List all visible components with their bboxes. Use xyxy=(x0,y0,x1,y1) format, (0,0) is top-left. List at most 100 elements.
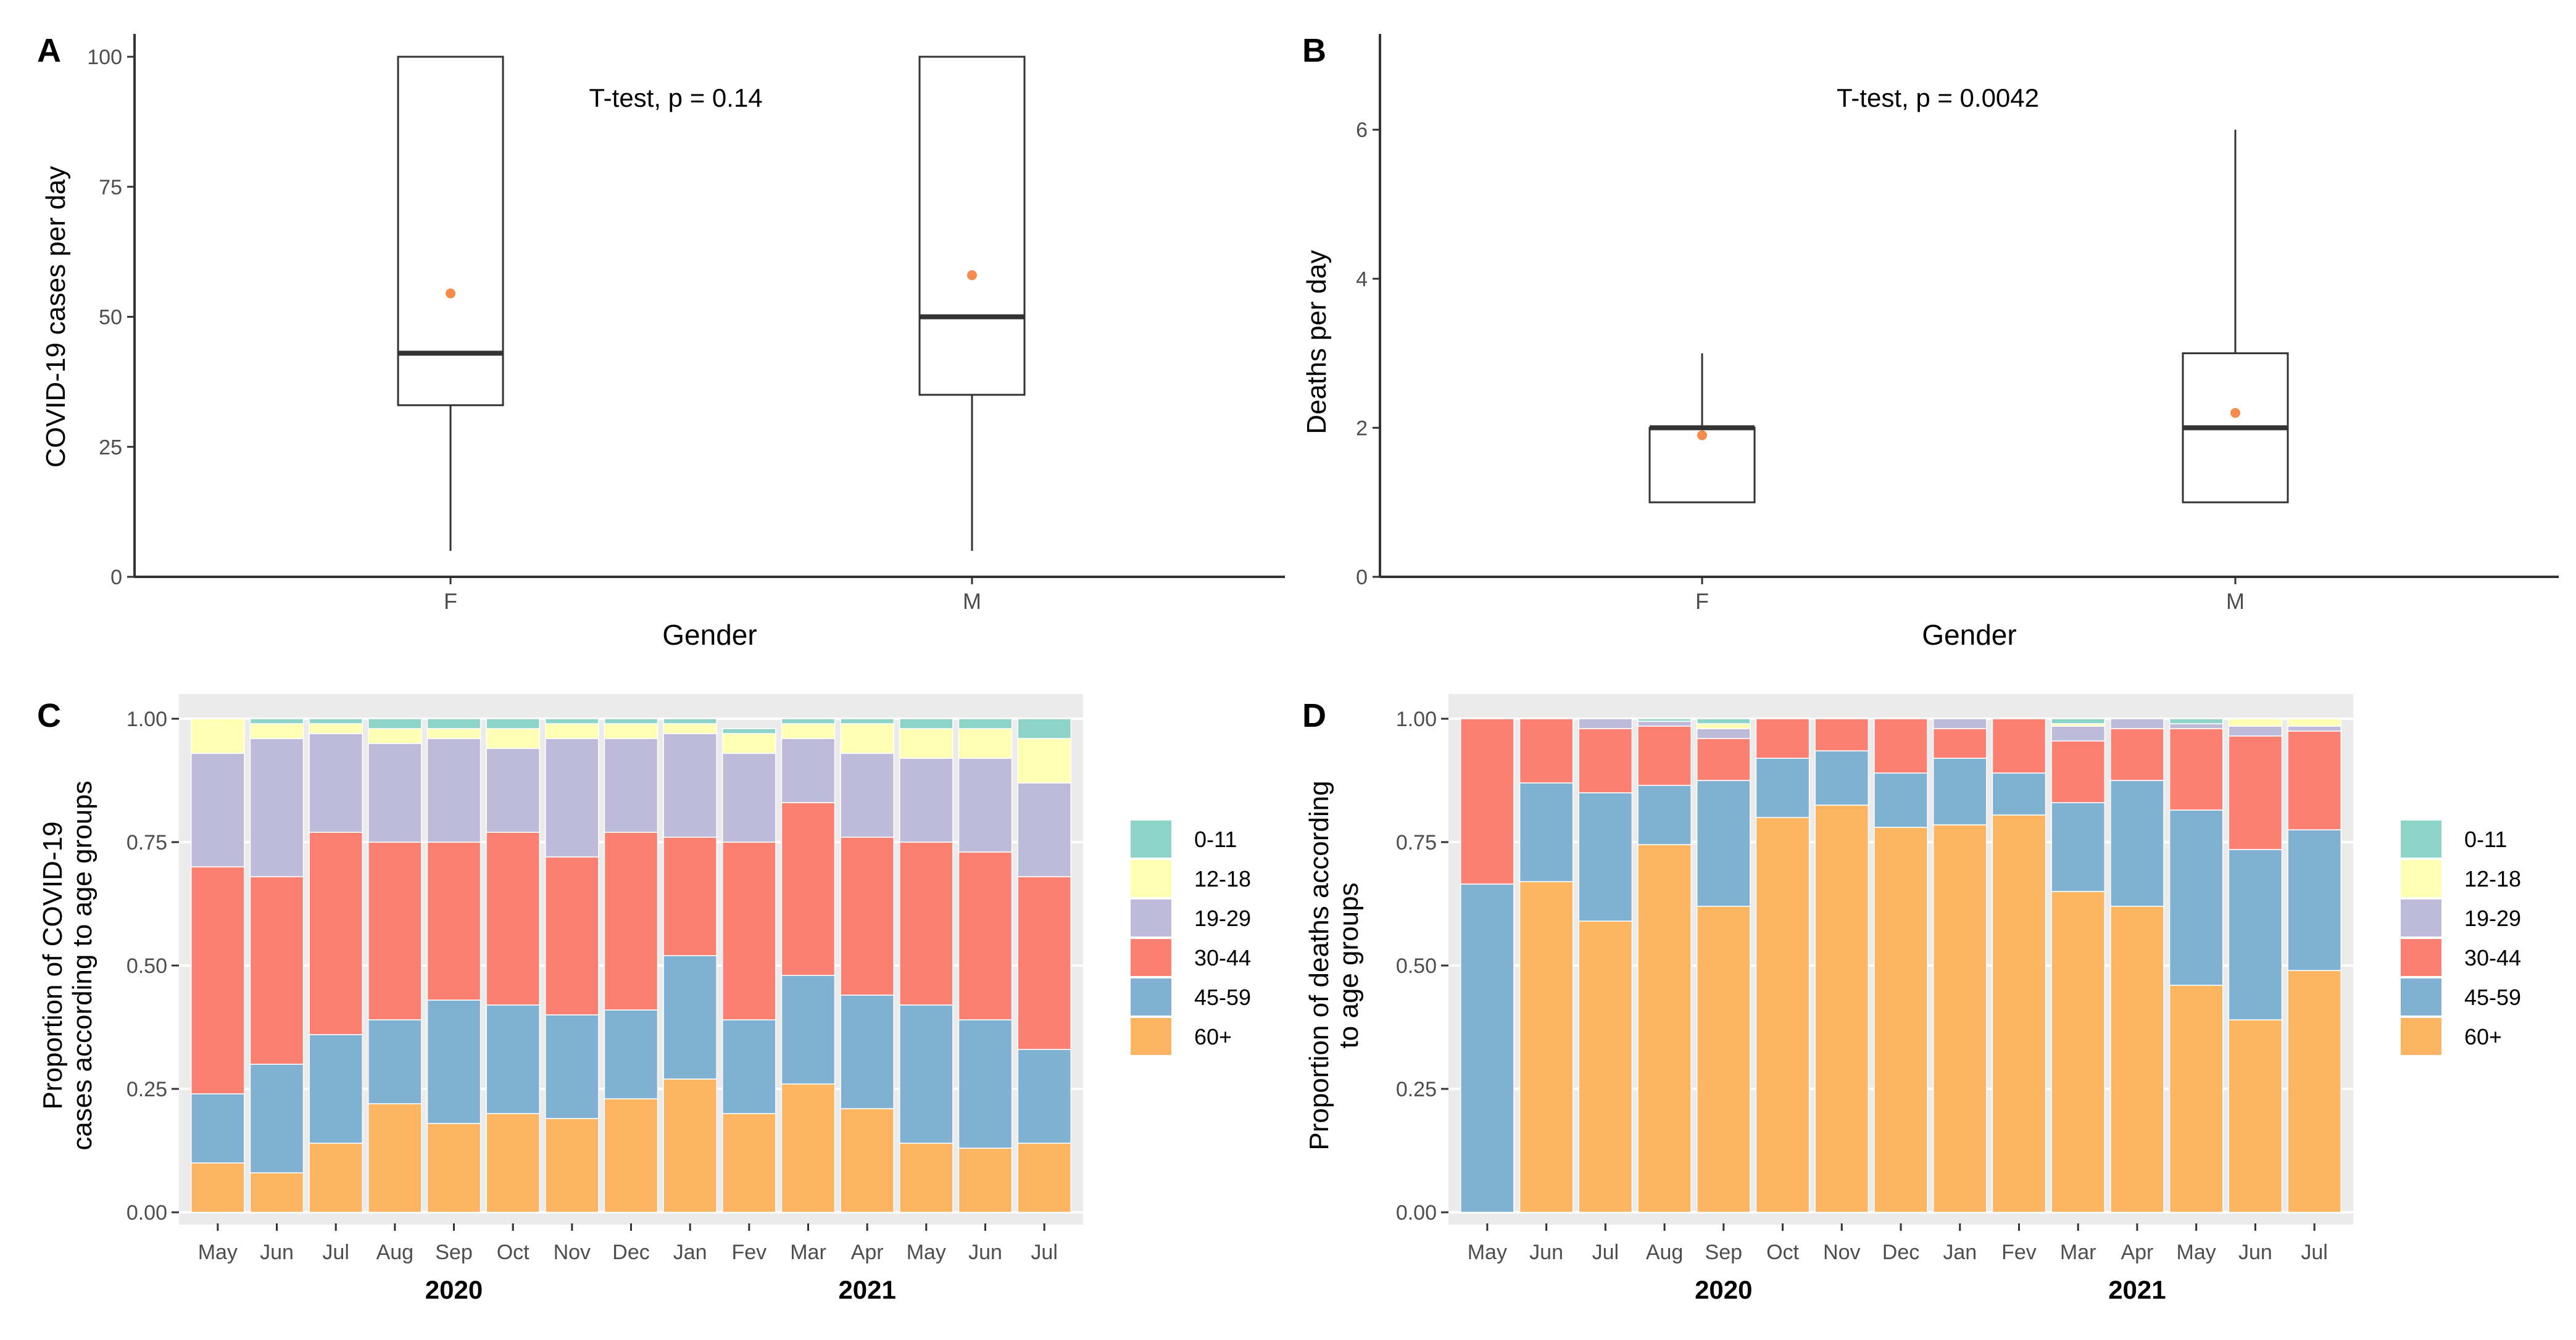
panel-c-year-label: 2021 xyxy=(838,1275,895,1304)
panel-d-bar-segment-45-59 xyxy=(1578,792,1633,922)
panel-c-bar-segment-60+ xyxy=(309,1143,363,1213)
panel-d-legend-label-12-18: 12-18 xyxy=(2464,866,2521,891)
panel-c-bar-segment-0-11 xyxy=(781,718,836,724)
panel-c-legend-label-12-18: 12-18 xyxy=(1194,866,1251,891)
panel-d-legend-key-30-44 xyxy=(2398,937,2444,978)
panel-d-legend-label-60+: 60+ xyxy=(2464,1024,2502,1049)
panel-d-bar-segment-60+ xyxy=(1578,920,1633,1213)
panel-c-bar-segment-60+ xyxy=(663,1078,717,1213)
panel-c-x-tick-label: May xyxy=(198,1241,238,1264)
panel-d-bar-segment-60+ xyxy=(1992,814,2046,1213)
panel-c-legend-label-19-29: 19-29 xyxy=(1194,906,1251,931)
panel-c-bar-segment-19-29 xyxy=(486,748,540,833)
panel-d-bar-segment-0-11 xyxy=(1637,718,1692,722)
panel-c-x-tick-label: Jul xyxy=(1031,1241,1057,1264)
panel-d-bar-segment-30-44 xyxy=(2110,728,2164,781)
panel-d-bar-segment-45-59 xyxy=(2228,849,2283,1020)
panel-c-bar-segment-0-11 xyxy=(368,718,422,729)
panel-c-bar-segment-19-29 xyxy=(191,753,245,867)
panel-c-bar-segment-19-29 xyxy=(604,738,659,833)
panel-d-bar-segment-45-59 xyxy=(1637,785,1692,845)
panel-d-bar-segment-0-11 xyxy=(2169,718,2224,724)
panel-d-bar-segment-45-59 xyxy=(2169,809,2224,986)
panel-c-bar-segment-12-18 xyxy=(309,723,363,734)
panel-c-bar-segment-45-59 xyxy=(958,1019,1013,1149)
panel-d-bar-segment-30-44 xyxy=(1519,718,1574,784)
panel-c-y-tick-label: 0.75 xyxy=(127,831,167,854)
panel-d-bar-segment-19-29 xyxy=(2110,718,2164,729)
panel-d-y-tick-label: 0.25 xyxy=(1396,1078,1437,1101)
panel-d-bar-segment-30-44 xyxy=(1932,728,1987,759)
panel-d-bar-segment-19-29 xyxy=(1637,721,1692,727)
panel-d-legend-key-19-29 xyxy=(2398,897,2444,939)
panel-c-bar-segment-19-29 xyxy=(899,758,954,843)
panel-d-tag: D xyxy=(1302,697,1326,734)
panel-c-bar-segment-12-18 xyxy=(604,723,659,739)
panel-c-bar-segment-12-18 xyxy=(781,723,836,739)
panel-c-bar-segment-30-44 xyxy=(781,802,836,976)
panel-c-bar-segment-19-29 xyxy=(426,738,481,843)
panel-c-bar-segment-60+ xyxy=(958,1148,1013,1213)
panel-d-legend-key-12-18 xyxy=(2398,858,2444,900)
panel-a-x-tick-label: F xyxy=(444,589,457,614)
panel-b-mean-point xyxy=(2230,408,2240,418)
panel-c-bar-segment-0-11 xyxy=(722,728,776,734)
panel-b-y-tick-label: 0 xyxy=(1356,566,1368,589)
panel-d-x-tick-label: Fev xyxy=(2001,1241,2037,1264)
panel-a-y-tick-label: 75 xyxy=(99,176,122,199)
panel-c-bar-segment-19-29 xyxy=(249,738,304,877)
panel-d-bar-segment-60+ xyxy=(2110,906,2164,1213)
panel-c-bar-segment-45-59 xyxy=(1017,1049,1071,1144)
panel-c-bar-segment-60+ xyxy=(722,1113,776,1213)
panel-c-bar-segment-45-59 xyxy=(426,999,481,1124)
panel-c-x-tick-label: Jun xyxy=(260,1241,294,1264)
panel-d-bar-segment-60+ xyxy=(2169,985,2224,1213)
panel-c-bar-segment-30-44 xyxy=(663,837,717,956)
panel-c-bar-segment-12-18 xyxy=(191,718,245,754)
panel-d-bar-segment-30-44 xyxy=(2051,740,2106,803)
panel-d-x-tick-label: Jun xyxy=(1529,1241,1563,1264)
panel-d-bar-segment-60+ xyxy=(2228,1019,2283,1213)
panel-d-bar-segment-60+ xyxy=(1696,906,1751,1213)
panel-c-year-label: 2020 xyxy=(425,1275,483,1304)
panel-d-year-label: 2021 xyxy=(2108,1275,2166,1304)
panel-c-bar-segment-45-59 xyxy=(191,1093,245,1164)
panel-d-bar-segment-19-29 xyxy=(1932,718,1987,729)
panel-d-bar-segment-30-44 xyxy=(2287,730,2341,830)
panel-d-legend-key-0-11 xyxy=(2398,818,2444,860)
panel-c: C 0.00 0.25 0.50 0.75 1.00 May Jun Jul Aug Sep Oct… xyxy=(37,694,1251,1304)
panel-d-bar-segment-30-44 xyxy=(1696,738,1751,781)
panel-c-bar-segment-30-44 xyxy=(899,842,954,1006)
panel-c-x-tick-label: Mar xyxy=(790,1241,826,1264)
panel-c-x-tick-label: Jun xyxy=(968,1241,1002,1264)
panel-c-bar-segment-12-18 xyxy=(368,728,422,744)
panel-c-bar-segment-19-29 xyxy=(1017,782,1071,877)
panel-d-bar-segment-45-59 xyxy=(2110,780,2164,907)
panel-a-y-tick-label: 25 xyxy=(99,436,122,459)
panel-c-x-tick-label: Sep xyxy=(435,1241,473,1264)
panel-d-x-tick-label: Aug xyxy=(1646,1241,1684,1264)
panel-c-legend-key-30-44 xyxy=(1128,937,1174,978)
panel-d-x-tick-label: Oct xyxy=(1766,1241,1799,1264)
panel-a-tag: A xyxy=(37,32,61,69)
panel-c-bar-segment-30-44 xyxy=(309,832,363,1035)
panel-c-legend-key-60+ xyxy=(1128,1015,1174,1057)
panel-c-x-tick-label: Jan xyxy=(673,1241,707,1264)
panel-d-bar-segment-30-44 xyxy=(1992,718,2046,774)
panel-d-y-tick-label: 0.75 xyxy=(1396,831,1437,854)
panel-b-y-tick-label: 6 xyxy=(1356,118,1368,142)
panel-d-y-axis-title: Proportion of deaths according xyxy=(1304,780,1334,1150)
panel-a-box xyxy=(918,56,1026,396)
panel-d-x-tick-label: Nov xyxy=(1823,1241,1860,1264)
panel-a-mean-point xyxy=(967,270,977,281)
panel-c-y-axis-title: cases according to age groups xyxy=(67,780,98,1150)
panel-c-bar-segment-30-44 xyxy=(1017,876,1071,1050)
panel-d-bar-segment-60+ xyxy=(1932,824,1987,1213)
panel-b-y-tick-label: 2 xyxy=(1356,416,1368,440)
panel-c-y-tick-label: 0.00 xyxy=(127,1201,167,1225)
panel-c-bar-segment-45-59 xyxy=(368,1019,422,1104)
panel-d-x-tick-label: Jul xyxy=(1592,1241,1619,1264)
panel-a-x-axis-title: Gender xyxy=(662,619,757,651)
panel-d-y-tick-label: 1.00 xyxy=(1396,708,1437,731)
panel-d-x-tick-label: Jan xyxy=(1943,1241,1977,1264)
